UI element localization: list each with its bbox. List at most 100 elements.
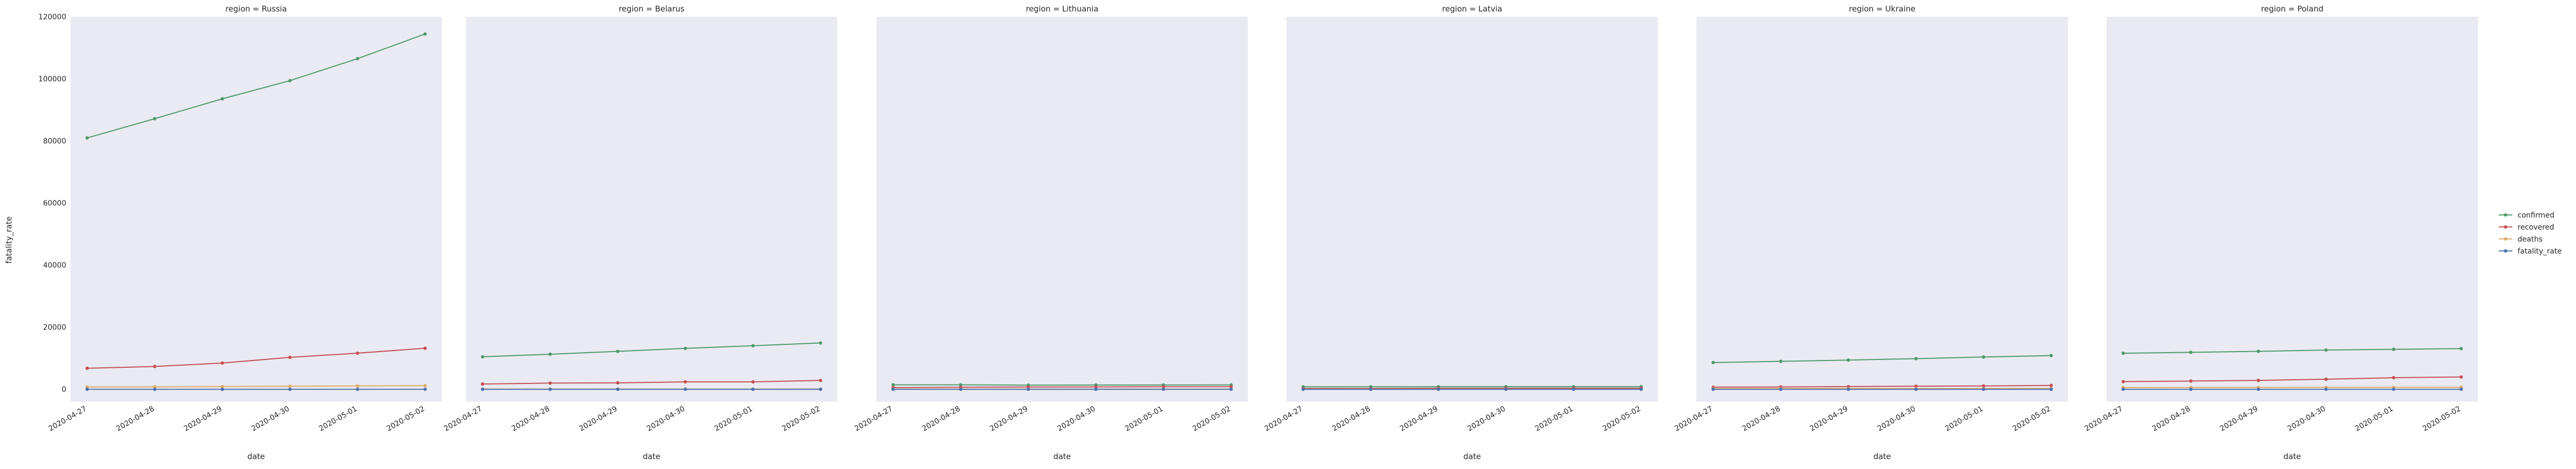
legend-marker-deaths xyxy=(2504,237,2507,240)
data-point-fatality-rate xyxy=(959,388,962,391)
facet-title: region = Russia xyxy=(225,4,287,14)
legend-marker-fatality-rate xyxy=(2504,249,2507,252)
data-point-recovered xyxy=(288,356,292,359)
data-point-fatality-rate xyxy=(1712,388,1715,391)
data-point-fatality-rate xyxy=(1437,388,1440,391)
legend-label: fatality_rate xyxy=(2518,247,2562,256)
x-tick-label: 2020-05-02 xyxy=(780,405,821,434)
x-tick-label: 2020-04-30 xyxy=(1056,405,1097,434)
data-point-fatality-rate xyxy=(1162,388,1165,391)
data-point-fatality-rate xyxy=(86,388,89,391)
facet-title: region = Lithuania xyxy=(1026,4,1098,14)
data-point-fatality-rate xyxy=(153,388,156,391)
data-point-recovered xyxy=(481,382,484,386)
x-tick-label: 2020-05-02 xyxy=(1601,405,1642,434)
data-point-fatality-rate xyxy=(1369,388,1372,391)
y-tick-label: 20000 xyxy=(43,323,66,332)
data-point-fatality-rate xyxy=(819,388,822,391)
x-tick-label: 2020-04-28 xyxy=(921,405,961,434)
x-axis-label: date xyxy=(247,452,265,461)
y-tick-label: 120000 xyxy=(39,13,66,21)
facet-title: region = Ukraine xyxy=(1849,4,1915,14)
data-point-recovered xyxy=(819,379,822,382)
data-point-fatality-rate xyxy=(2122,388,2125,391)
facet-plot-area-4 xyxy=(1696,17,2068,402)
data-point-confirmed xyxy=(288,79,292,82)
data-point-recovered xyxy=(616,381,619,384)
data-point-fatality-rate xyxy=(1915,388,1918,391)
data-point-fatality-rate xyxy=(221,388,224,391)
y-tick-label: 100000 xyxy=(39,75,66,83)
x-axis-label: date xyxy=(643,452,660,461)
legend-marker-confirmed xyxy=(2504,213,2507,217)
x-tick-label: 2020-04-28 xyxy=(510,405,551,434)
data-point-fatality-rate xyxy=(2460,388,2463,391)
data-point-confirmed xyxy=(819,341,822,344)
data-point-confirmed xyxy=(2460,347,2463,350)
x-axis-label: date xyxy=(1873,452,1891,461)
data-point-fatality-rate xyxy=(1094,388,1098,391)
x-tick-label: 2020-05-01 xyxy=(713,405,754,434)
data-point-recovered xyxy=(221,362,224,365)
x-tick-label: 2020-04-29 xyxy=(1399,405,1439,434)
x-axis-label: date xyxy=(2283,452,2301,461)
data-point-confirmed xyxy=(751,344,754,347)
data-point-fatality-rate xyxy=(288,388,292,391)
data-point-fatality-rate xyxy=(2050,388,2053,391)
data-point-recovered xyxy=(751,380,754,383)
data-point-confirmed xyxy=(86,136,89,139)
facet-plot-area-1 xyxy=(466,17,837,402)
x-tick-label: 2020-05-02 xyxy=(2011,405,2052,434)
data-point-confirmed xyxy=(616,350,619,353)
x-tick-label: 2020-05-02 xyxy=(385,405,426,434)
data-point-recovered xyxy=(548,381,551,384)
data-point-fatality-rate xyxy=(2257,388,2260,391)
data-point-recovered xyxy=(2392,376,2395,379)
data-point-fatality-rate xyxy=(892,388,895,391)
legend-label: recovered xyxy=(2518,223,2554,232)
x-tick-label: 2020-04-27 xyxy=(853,405,894,434)
data-point-fatality-rate xyxy=(1779,388,1782,391)
data-point-confirmed xyxy=(1847,358,1850,362)
x-tick-label: 2020-04-28 xyxy=(115,405,155,434)
x-tick-label: 2020-04-29 xyxy=(183,405,223,434)
data-point-fatality-rate xyxy=(1847,388,1850,391)
data-point-recovered xyxy=(684,380,687,383)
data-point-fatality-rate xyxy=(356,388,359,391)
legend-marker-recovered xyxy=(2504,225,2507,229)
y-tick-label: 40000 xyxy=(43,261,66,270)
x-tick-label: 2020-04-30 xyxy=(1466,405,1507,434)
data-point-confirmed xyxy=(2392,347,2395,351)
data-point-confirmed xyxy=(221,97,224,100)
data-point-confirmed xyxy=(1982,355,1985,358)
data-point-recovered xyxy=(2460,375,2463,378)
data-point-fatality-rate xyxy=(2189,388,2192,391)
data-point-confirmed xyxy=(1779,359,1782,363)
y-tick-label: 80000 xyxy=(43,137,66,146)
data-point-confirmed xyxy=(684,347,687,350)
data-point-confirmed xyxy=(2257,350,2260,353)
x-tick-label: 2020-05-01 xyxy=(318,405,358,434)
data-point-confirmed xyxy=(424,32,427,35)
legend-label: deaths xyxy=(2518,235,2543,244)
x-tick-label: 2020-04-29 xyxy=(989,405,1029,434)
data-point-recovered xyxy=(2122,380,2125,383)
data-point-confirmed xyxy=(2122,352,2125,355)
x-tick-label: 2020-04-29 xyxy=(2219,405,2259,434)
facet-title: region = Latvia xyxy=(1442,4,1502,14)
x-tick-label: 2020-04-30 xyxy=(1876,405,1917,434)
x-axis-label: date xyxy=(1053,452,1071,461)
data-point-deaths xyxy=(288,384,292,388)
x-tick-label: 2020-05-01 xyxy=(1944,405,1984,434)
data-point-confirmed xyxy=(548,353,551,356)
data-point-fatality-rate xyxy=(1302,388,1305,391)
data-point-recovered xyxy=(2257,379,2260,382)
data-point-fatality-rate xyxy=(2325,388,2328,391)
data-point-recovered xyxy=(2050,384,2053,387)
data-point-recovered xyxy=(356,352,359,355)
facet-plot-area-2 xyxy=(876,17,1248,402)
series-line-recovered xyxy=(1303,388,1641,389)
data-point-recovered xyxy=(2325,378,2328,381)
